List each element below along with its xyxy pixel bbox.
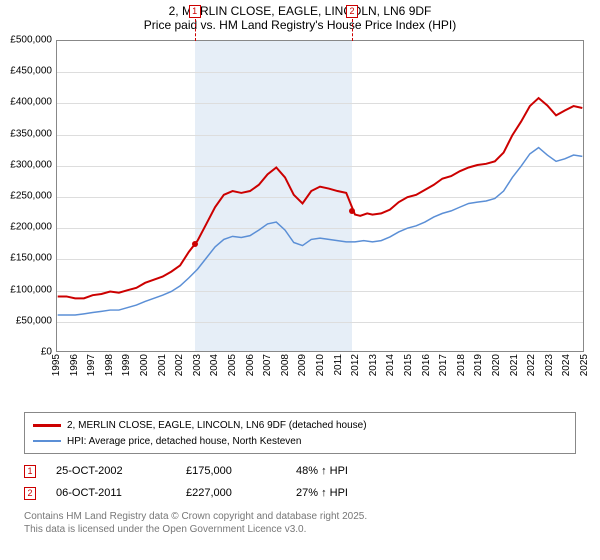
- x-tick-label: 2018: [456, 354, 467, 376]
- x-tick-label: 2016: [421, 354, 432, 376]
- legend-series-box: 2, MERLIN CLOSE, EAGLE, LINCOLN, LN6 9DF…: [24, 412, 576, 454]
- marker-badge: 1: [189, 5, 201, 18]
- y-tick-label: £50,000: [16, 315, 52, 326]
- tx-date: 06-OCT-2011: [56, 487, 166, 499]
- plot-region: 12: [56, 40, 584, 352]
- x-tick-label: 1995: [51, 354, 62, 376]
- tx-pct: 48% ↑ HPI: [296, 465, 416, 477]
- line-series-svg: [57, 41, 583, 351]
- y-tick-label: £300,000: [10, 159, 52, 170]
- tx-badge: 1: [24, 465, 36, 478]
- x-tick-label: 2013: [368, 354, 379, 376]
- series-line: [58, 98, 583, 298]
- marker-dot: [192, 241, 198, 247]
- y-tick-label: £150,000: [10, 253, 52, 264]
- x-tick-label: 2021: [509, 354, 520, 376]
- x-tick-label: 2014: [385, 354, 396, 376]
- x-tick-label: 2011: [333, 354, 344, 376]
- x-tick-label: 2024: [561, 354, 572, 376]
- chart-title: 2, MERLIN CLOSE, EAGLE, LINCOLN, LN6 9DF…: [0, 0, 600, 34]
- x-tick-label: 2022: [526, 354, 537, 376]
- legend-swatch-2: [33, 440, 61, 442]
- marker-badge: 2: [346, 5, 358, 18]
- x-tick-label: 2010: [315, 354, 326, 376]
- y-tick-label: £200,000: [10, 222, 52, 233]
- x-tick-label: 2020: [491, 354, 502, 376]
- legend-label-2: HPI: Average price, detached house, Nort…: [67, 436, 301, 447]
- y-tick-label: £100,000: [10, 284, 52, 295]
- tx-price: £175,000: [186, 465, 276, 477]
- tx-price: £227,000: [186, 487, 276, 499]
- x-tick-label: 2023: [544, 354, 555, 376]
- legend-row-1: 2, MERLIN CLOSE, EAGLE, LINCOLN, LN6 9DF…: [33, 417, 567, 433]
- tx-pct: 27% ↑ HPI: [296, 487, 416, 499]
- x-tick-label: 1996: [69, 354, 80, 376]
- footnote-line-1: Contains HM Land Registry data © Crown c…: [24, 510, 576, 523]
- title-line-2: Price paid vs. HM Land Registry's House …: [8, 18, 592, 32]
- x-tick-label: 2025: [579, 354, 590, 376]
- x-tick-label: 2004: [209, 354, 220, 376]
- x-tick-label: 2019: [473, 354, 484, 376]
- x-tick-label: 1999: [121, 354, 132, 376]
- chart-area: 12 £0£50,000£100,000£150,000£200,000£250…: [12, 34, 592, 402]
- x-tick-label: 2012: [350, 354, 361, 376]
- marker-dash: [352, 19, 353, 41]
- x-tick-label: 2005: [227, 354, 238, 376]
- marker-dash: [195, 19, 196, 41]
- y-tick-label: £450,000: [10, 66, 52, 77]
- legend-label-1: 2, MERLIN CLOSE, EAGLE, LINCOLN, LN6 9DF…: [67, 420, 367, 431]
- legend: 2, MERLIN CLOSE, EAGLE, LINCOLN, LN6 9DF…: [24, 412, 576, 536]
- transaction-rows: 1 25-OCT-2002 £175,000 48% ↑ HPI 2 06-OCT-201…: [24, 460, 576, 504]
- transaction-row: 2 06-OCT-2011 £227,000 27% ↑ HPI: [24, 482, 576, 504]
- x-tick-label: 1997: [86, 354, 97, 376]
- y-tick-label: £250,000: [10, 191, 52, 202]
- x-tick-label: 2017: [438, 354, 449, 376]
- tx-badge: 2: [24, 487, 36, 500]
- x-tick-label: 2008: [280, 354, 291, 376]
- y-tick-label: £500,000: [10, 35, 52, 46]
- x-tick-label: 2002: [174, 354, 185, 376]
- x-tick-label: 1998: [104, 354, 115, 376]
- tx-date: 25-OCT-2002: [56, 465, 166, 477]
- x-tick-label: 2001: [157, 354, 168, 376]
- footnote: Contains HM Land Registry data © Crown c…: [24, 510, 576, 536]
- x-tick-label: 2003: [192, 354, 203, 376]
- footnote-line-2: This data is licensed under the Open Gov…: [24, 523, 576, 536]
- x-tick-label: 2000: [139, 354, 150, 376]
- title-line-1: 2, MERLIN CLOSE, EAGLE, LINCOLN, LN6 9DF: [8, 4, 592, 18]
- x-tick-label: 2009: [297, 354, 308, 376]
- x-tick-label: 2015: [403, 354, 414, 376]
- x-tick-label: 2006: [245, 354, 256, 376]
- y-tick-label: £350,000: [10, 128, 52, 139]
- y-tick-label: £400,000: [10, 97, 52, 108]
- legend-row-2: HPI: Average price, detached house, Nort…: [33, 433, 567, 449]
- transaction-row: 1 25-OCT-2002 £175,000 48% ↑ HPI: [24, 460, 576, 482]
- series-line: [58, 148, 583, 315]
- x-tick-label: 2007: [262, 354, 273, 376]
- legend-swatch-1: [33, 424, 61, 427]
